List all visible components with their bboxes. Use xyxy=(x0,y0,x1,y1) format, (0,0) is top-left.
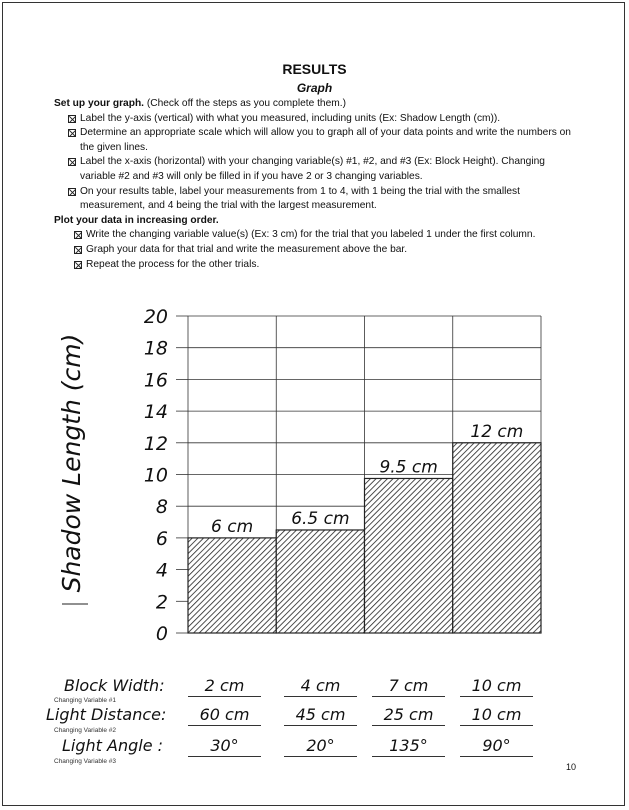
y-tick-label: 14 xyxy=(144,401,168,423)
variable-label: Light Angle : xyxy=(62,736,164,755)
variable-sub-label: Changing Variable #3 xyxy=(54,758,117,765)
checked-checkbox-icon[interactable] xyxy=(68,129,76,138)
setup-step: Label the x-axis (horizontal) with your … xyxy=(54,155,574,184)
bar xyxy=(363,477,454,634)
checked-checkbox-icon[interactable] xyxy=(74,231,82,240)
variable-cell[interactable]: 135° xyxy=(372,736,445,757)
y-tick-label: 6 xyxy=(156,528,168,550)
y-tick-label: 10 xyxy=(144,465,168,487)
checked-checkbox-icon[interactable] xyxy=(74,245,82,254)
setup-step-text: Label the y-axis (vertical) with what yo… xyxy=(80,112,501,124)
variable-cell[interactable]: 45 cm xyxy=(284,705,357,726)
checked-checkbox-icon[interactable] xyxy=(68,158,76,167)
checked-checkbox-icon[interactable] xyxy=(68,187,76,196)
setup-heading: Set up your graph. xyxy=(54,98,144,109)
variable-cell[interactable]: 2 cm xyxy=(188,676,261,697)
data-label: 6.5 cm xyxy=(291,509,349,529)
data-label: 12 cm xyxy=(470,422,523,442)
variable-sub-label: Changing Variable #1 xyxy=(54,697,117,704)
plot-step-text: Graph your data for that trial and write… xyxy=(86,243,408,255)
y-tick-labels: 0 2 4 6 8 10 12 14 16 18 20 xyxy=(144,306,168,645)
data-label: 9.5 cm xyxy=(379,457,437,477)
plot-step: Graph your data for that trial and write… xyxy=(54,243,574,258)
variable-cell[interactable]: 25 cm xyxy=(372,705,445,726)
plot-heading: Plot your data in increasing order. xyxy=(54,214,219,226)
bar xyxy=(275,529,366,634)
setup-heading-line: Set up your graph. (Check off the steps … xyxy=(54,97,574,112)
plot-step-text: Repeat the process for the other trials. xyxy=(86,258,260,270)
setup-step: Label the y-axis (vertical) with what yo… xyxy=(54,112,574,127)
variable-cell[interactable]: 60 cm xyxy=(188,705,261,726)
page-subtitle: Graph xyxy=(296,81,333,95)
variable-cell[interactable]: 4 cm xyxy=(284,676,357,697)
variable-cell[interactable]: 7 cm xyxy=(372,676,445,697)
variable-label: Block Width: xyxy=(64,676,165,695)
y-tick-label: 12 xyxy=(144,433,168,455)
y-tick-label: 18 xyxy=(144,338,168,360)
variable-cell[interactable]: 90° xyxy=(460,736,533,757)
variable-cell[interactable]: 30° xyxy=(188,736,261,757)
page-number: 10 xyxy=(566,762,577,772)
plot-step-text: Write the changing variable value(s) (Ex… xyxy=(86,229,536,241)
setup-step-text: On your results table, label your measur… xyxy=(80,185,520,212)
data-labels: 6 cm 6.5 cm 9.5 cm 12 cm xyxy=(211,422,523,537)
instructions: Set up your graph. (Check off the steps … xyxy=(54,97,574,272)
data-label: 6 cm xyxy=(211,517,253,537)
setup-step-text: Label the x-axis (horizontal) with your … xyxy=(80,156,545,182)
y-tick-label: 2 xyxy=(156,591,168,613)
variable-cell[interactable]: 20° xyxy=(284,736,357,757)
variable-cell[interactable]: 10 cm xyxy=(460,676,533,697)
bar xyxy=(187,537,277,634)
y-axis-label: Shadow Length (cm) xyxy=(57,334,86,593)
page-title: RESULTS xyxy=(282,61,347,77)
y-tick-label: 8 xyxy=(156,496,168,518)
setup-step-text: Determine an appropriate scale which wil… xyxy=(80,127,571,153)
checked-checkbox-icon[interactable] xyxy=(74,260,82,269)
setup-step: Determine an appropriate scale which wil… xyxy=(54,126,574,155)
variable-label: Light Distance: xyxy=(46,705,167,724)
setup-step: On your results table, label your measur… xyxy=(54,185,574,214)
checked-checkbox-icon[interactable] xyxy=(68,114,76,123)
y-tick-label: 20 xyxy=(144,306,168,328)
variable-sub-label: Changing Variable #2 xyxy=(54,727,117,734)
y-tick-label: 4 xyxy=(156,560,168,582)
setup-note: (Check off the steps as you complete the… xyxy=(144,98,346,109)
variable-cell[interactable]: 10 cm xyxy=(460,705,533,726)
plot-step: Write the changing variable value(s) (Ex… xyxy=(54,228,574,243)
y-tick-label: 0 xyxy=(156,623,168,645)
chart-bars xyxy=(187,442,542,634)
y-tick-label: 16 xyxy=(144,369,168,391)
plot-step: Repeat the process for the other trials. xyxy=(54,258,574,273)
bar xyxy=(452,442,542,634)
